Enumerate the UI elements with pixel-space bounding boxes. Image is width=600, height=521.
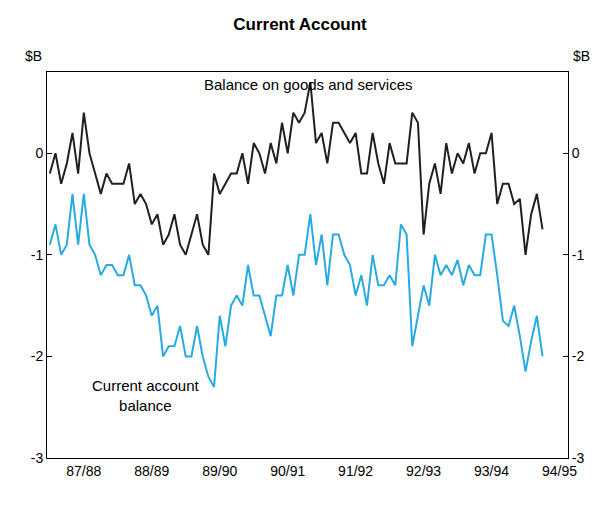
svg-text:94/95: 94/95 [542, 463, 577, 479]
svg-text:87/88: 87/88 [66, 463, 101, 479]
svg-text:-1: -1 [31, 247, 44, 263]
svg-text:Current Account: Current Account [233, 15, 367, 34]
svg-text:0: 0 [35, 145, 43, 161]
svg-text:89/90: 89/90 [202, 463, 237, 479]
svg-text:93/94: 93/94 [474, 463, 509, 479]
svg-text:92/93: 92/93 [406, 463, 441, 479]
svg-text:$B: $B [25, 48, 42, 64]
svg-text:Balance on goods and services: Balance on goods and services [204, 76, 412, 93]
svg-text:91/92: 91/92 [338, 463, 373, 479]
svg-text:-3: -3 [31, 450, 44, 466]
svg-text:90/91: 90/91 [270, 463, 305, 479]
svg-text:-3: -3 [572, 450, 585, 466]
svg-text:-2: -2 [31, 348, 44, 364]
svg-text:Current accountbalance: Current accountbalance [92, 377, 200, 414]
svg-text:$B: $B [573, 48, 590, 64]
svg-text:88/89: 88/89 [134, 463, 169, 479]
svg-text:-1: -1 [572, 247, 585, 263]
svg-text:0: 0 [572, 145, 580, 161]
svg-text:-2: -2 [572, 348, 585, 364]
